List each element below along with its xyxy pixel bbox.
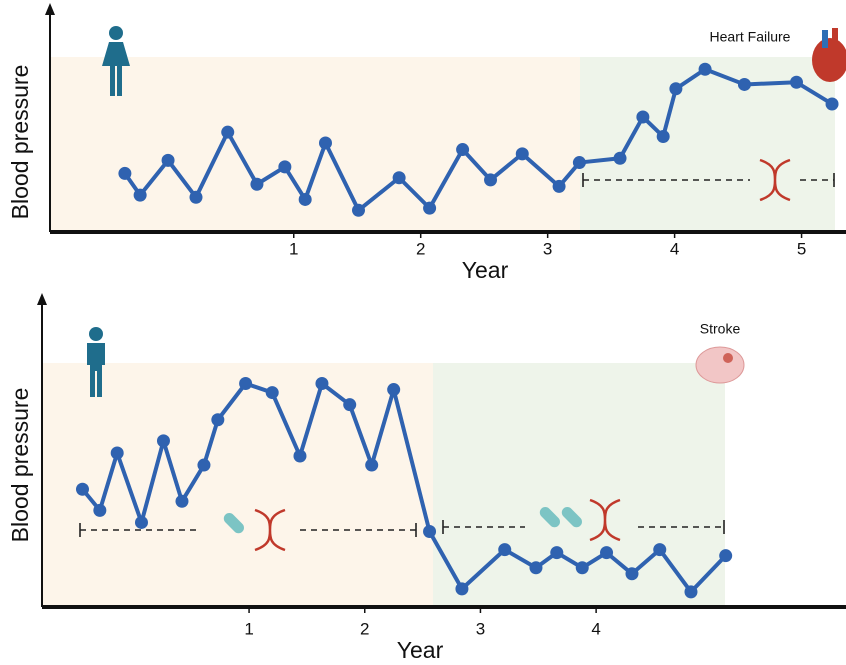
data-point <box>315 377 328 390</box>
data-point <box>221 126 234 139</box>
data-point <box>175 495 188 508</box>
x-tick-label: 5 <box>797 239 806 258</box>
data-point <box>250 178 263 191</box>
chart: 1 2 3 4 5 Year Blood pressure Heart Failure 1 2 3 4… <box>0 0 846 665</box>
data-point <box>826 97 839 110</box>
x-tick-label: 3 <box>543 239 552 258</box>
data-point <box>278 160 291 173</box>
data-point <box>293 450 306 463</box>
data-point <box>550 546 563 559</box>
event-annotation: Heart Failure <box>710 29 791 45</box>
data-point <box>498 543 511 556</box>
data-point <box>484 173 497 186</box>
data-point <box>684 585 697 598</box>
data-point <box>387 383 400 396</box>
data-point <box>573 156 586 169</box>
data-point <box>76 483 89 496</box>
data-point <box>211 413 224 426</box>
data-point <box>365 459 378 472</box>
x-tick-label: 3 <box>476 619 485 638</box>
phase-region <box>50 57 580 232</box>
data-point <box>600 546 613 559</box>
data-point <box>157 434 170 447</box>
data-point <box>669 82 682 95</box>
data-point <box>738 78 751 91</box>
data-point <box>197 459 210 472</box>
data-point <box>111 446 124 459</box>
phase-region <box>42 363 433 607</box>
data-point <box>299 193 312 206</box>
data-point <box>653 543 666 556</box>
x-tick-label: 2 <box>416 239 425 258</box>
data-point <box>189 191 202 204</box>
data-point <box>719 549 732 562</box>
data-point <box>516 147 529 160</box>
data-point <box>343 398 356 411</box>
x-tick-label: 1 <box>289 239 298 258</box>
data-point <box>790 76 803 89</box>
data-point <box>699 63 712 76</box>
data-point <box>266 386 279 399</box>
event-annotation: Stroke <box>700 321 741 337</box>
data-point <box>319 137 332 150</box>
data-point <box>576 561 589 574</box>
data-point <box>118 167 131 180</box>
data-point <box>657 130 670 143</box>
data-point <box>162 154 175 167</box>
data-point <box>529 561 542 574</box>
data-point <box>456 143 469 156</box>
x-tick-label: 4 <box>591 619 600 638</box>
data-point <box>393 171 406 184</box>
data-point <box>239 377 252 390</box>
x-tick-label: 1 <box>244 619 253 638</box>
data-point <box>423 202 436 215</box>
x-tick-label: 2 <box>360 619 369 638</box>
x-tick-label: 4 <box>670 239 679 258</box>
data-point <box>423 525 436 538</box>
data-point <box>553 180 566 193</box>
heart-icon <box>812 28 846 82</box>
data-point <box>636 110 649 123</box>
data-point <box>614 152 627 165</box>
brain-icon <box>696 347 744 383</box>
data-point <box>455 582 468 595</box>
data-point <box>134 189 147 202</box>
data-point <box>625 567 638 580</box>
y-axis-arrow <box>45 3 55 15</box>
x-axis-label: Year <box>462 257 509 283</box>
data-point <box>352 204 365 217</box>
page: 1 2 3 4 5 Year Blood pressure Heart Failure 1 2 3 4… <box>0 0 846 665</box>
y-axis-label: Blood pressure <box>7 388 33 543</box>
x-axis-label: Year <box>397 637 444 663</box>
y-axis-arrow <box>37 293 47 305</box>
data-point <box>93 504 106 517</box>
data-point <box>135 516 148 529</box>
y-axis-label: Blood pressure <box>7 65 33 220</box>
